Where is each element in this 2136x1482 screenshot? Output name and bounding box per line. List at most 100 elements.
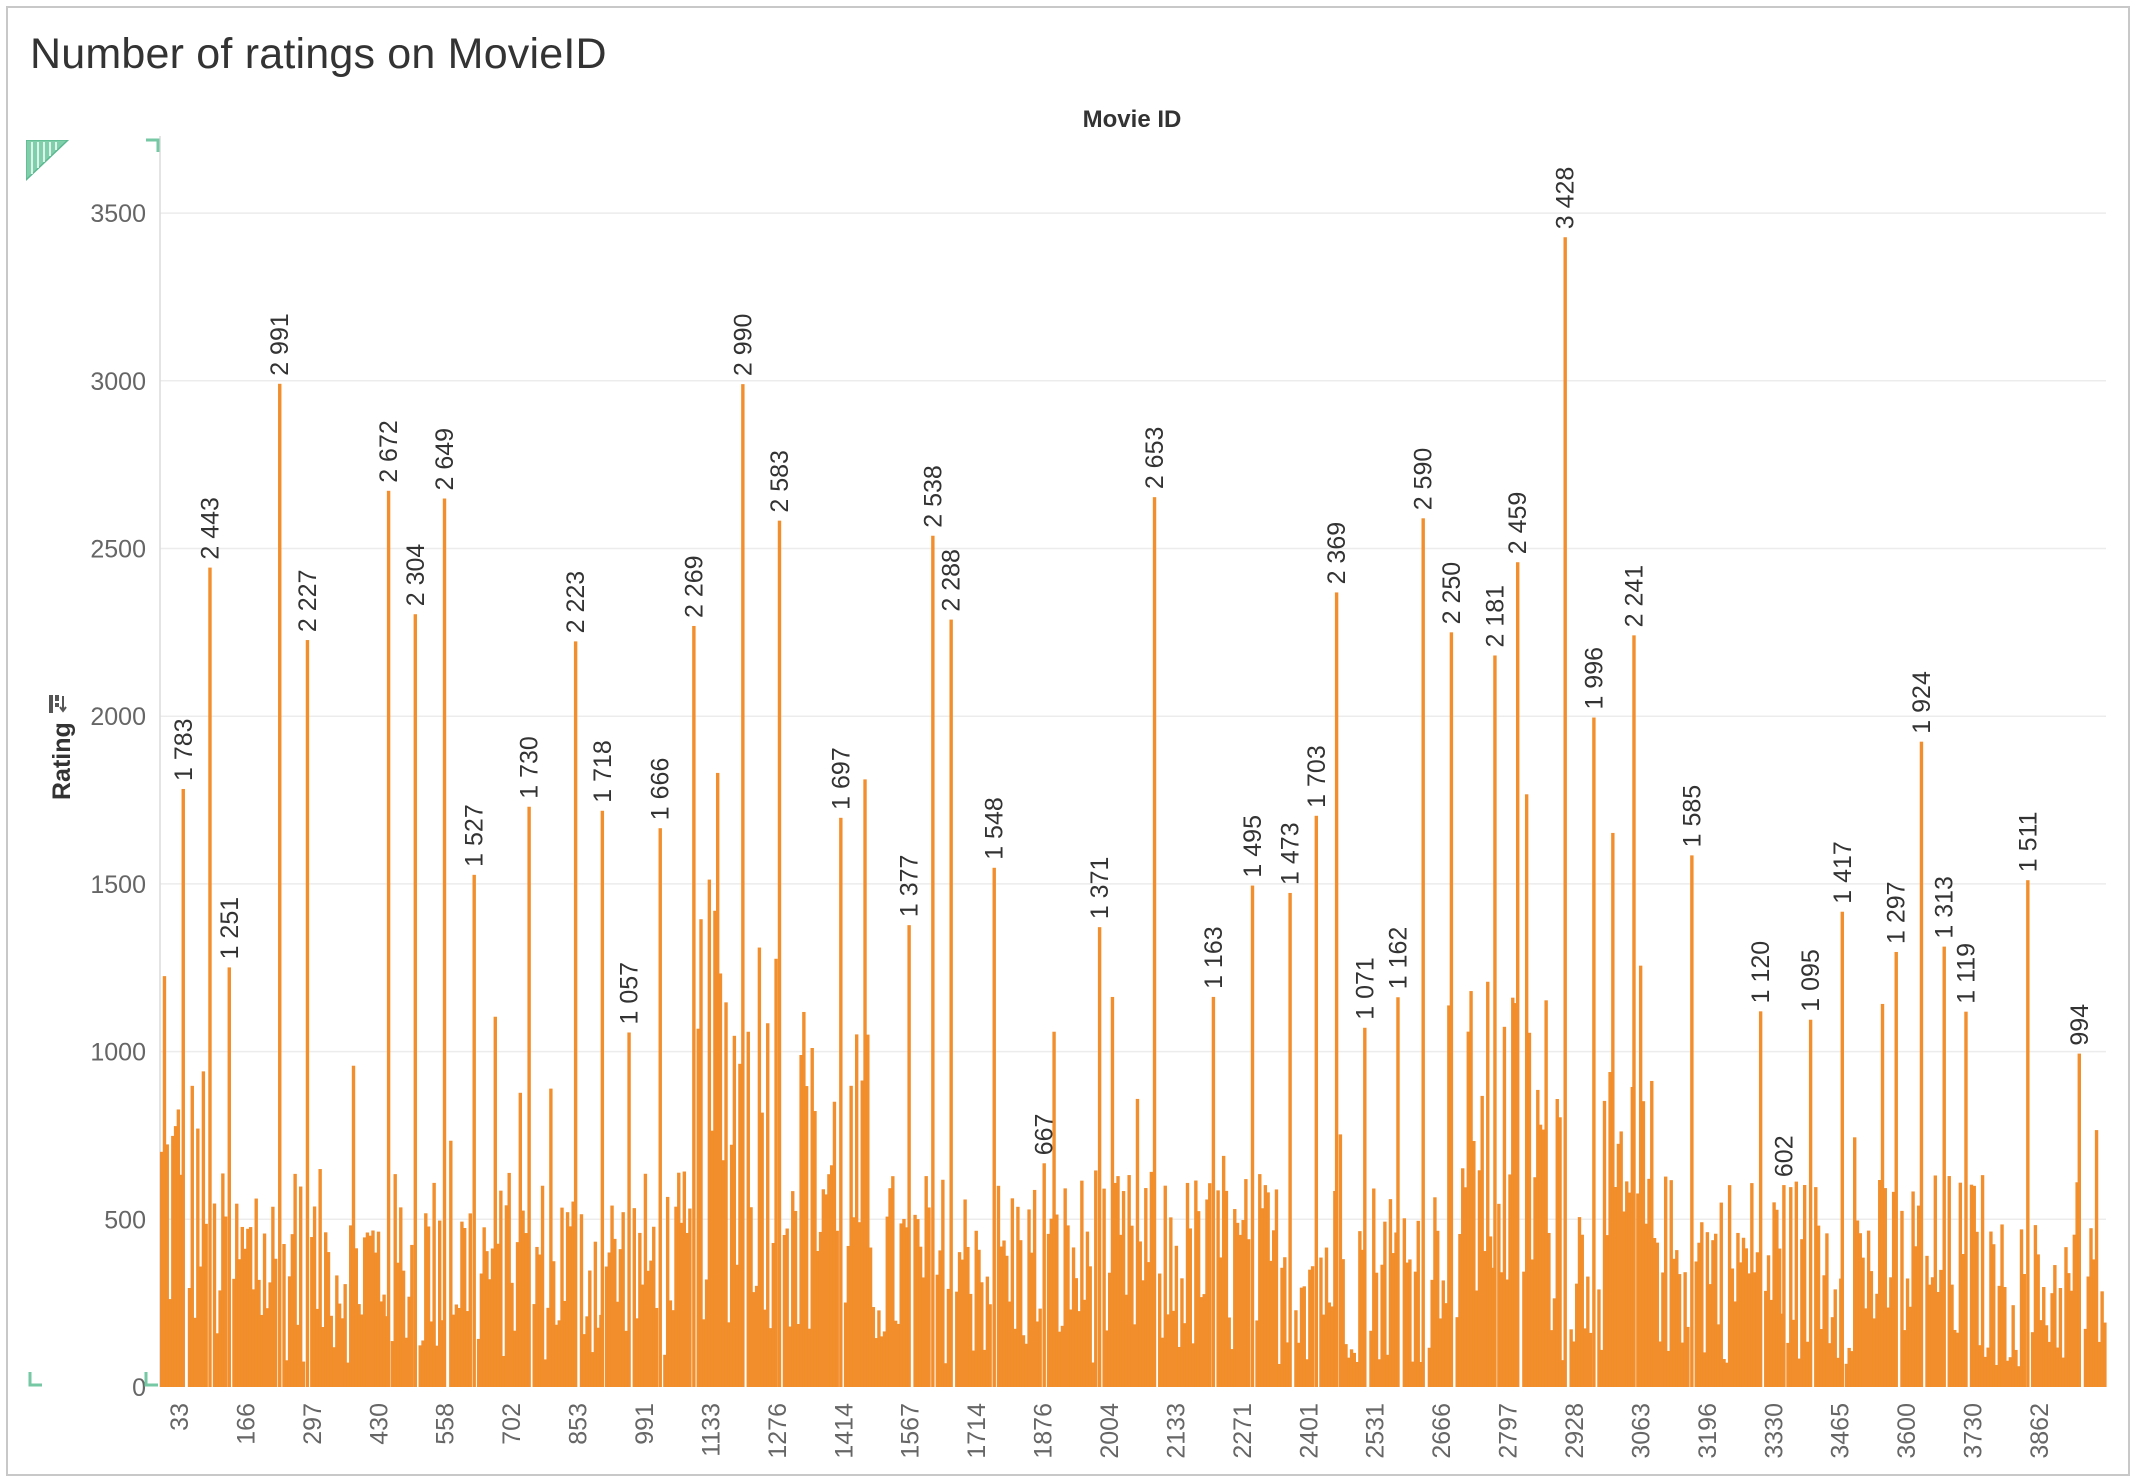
bar[interactable] [410,1244,414,1387]
bar[interactable] [707,879,712,1387]
bar[interactable] [1550,1330,1554,1387]
bar-2147[interactable] [1211,996,1216,1387]
bar[interactable] [212,1203,217,1387]
bar-480[interactable] [386,490,391,1387]
bar[interactable] [1638,965,1643,1387]
bar[interactable] [1074,1278,1078,1387]
bar[interactable] [496,1243,500,1387]
bar[interactable] [1733,1301,1737,1387]
bar[interactable] [1010,1198,1015,1387]
bar[interactable] [179,1174,183,1387]
bar[interactable] [1388,1199,1393,1387]
bar[interactable] [243,1248,247,1387]
bar[interactable] [271,1206,275,1387]
bar-1394[interactable] [839,817,843,1387]
bar[interactable] [646,1270,650,1387]
bar[interactable] [1950,1284,1954,1387]
bar[interactable] [1194,1180,1198,1387]
bar[interactable] [977,1249,981,1387]
bar[interactable] [1575,1283,1579,1387]
bar[interactable] [752,1292,756,1387]
bar[interactable] [1933,1175,1938,1387]
bar[interactable] [2047,1341,2051,1387]
bar[interactable] [1027,1209,1031,1387]
bar[interactable] [346,1362,350,1387]
bar[interactable] [1455,1317,1459,1387]
bar-2571[interactable] [1421,518,1425,1387]
bar[interactable] [1080,1180,1084,1387]
bar[interactable] [882,1331,887,1387]
bar[interactable] [1049,1218,1053,1387]
bar[interactable] [1144,1188,1148,1387]
bar[interactable] [2072,1234,2077,1387]
bar[interactable] [2069,1290,2074,1387]
bar[interactable] [1433,1197,1437,1387]
bar[interactable] [221,1173,225,1387]
bar[interactable] [632,1208,636,1387]
bar[interactable] [2075,1182,2079,1387]
bar[interactable] [1755,1252,1760,1387]
bar[interactable] [499,1190,503,1387]
bar[interactable] [855,1034,859,1387]
bar[interactable] [1983,1356,1988,1387]
bar[interactable] [1800,1239,1804,1387]
bar[interactable] [1641,1101,1646,1387]
bar[interactable] [1686,1326,1690,1387]
bar[interactable] [1622,1211,1626,1387]
bar-912[interactable] [600,810,605,1387]
bar[interactable] [1171,1310,1176,1387]
bar[interactable] [2039,1320,2043,1387]
bar[interactable] [424,1213,428,1387]
bar[interactable] [1360,1249,1365,1387]
bar[interactable] [596,1327,600,1387]
bar[interactable] [1333,1190,1337,1387]
bar[interactable] [918,1246,923,1387]
bar[interactable] [1416,1220,1420,1387]
bar[interactable] [532,1304,536,1387]
bar[interactable] [1625,1181,1629,1387]
bar[interactable] [290,1234,295,1387]
bar[interactable] [1969,1184,1974,1387]
bar[interactable] [635,1318,639,1387]
bar[interactable] [810,1047,814,1387]
bar[interactable] [1647,1178,1651,1387]
bar[interactable] [2014,1349,2018,1387]
bar[interactable] [1953,1329,1957,1387]
bar[interactable] [1889,1277,1893,1387]
bar[interactable] [482,1227,486,1387]
bar[interactable] [1436,1230,1440,1387]
bar[interactable] [2094,1130,2099,1387]
bar[interactable] [1019,1240,1023,1387]
bar[interactable] [1705,1232,1710,1387]
bar[interactable] [282,1244,286,1387]
bar[interactable] [618,1249,623,1387]
bar[interactable] [955,1291,959,1387]
bar[interactable] [193,1317,197,1387]
bar-1617[interactable] [949,619,953,1387]
bar[interactable] [2011,1305,2015,1387]
bar[interactable] [1349,1349,1354,1387]
bar[interactable] [802,1011,806,1387]
bar[interactable] [893,1320,898,1387]
bar[interactable] [1547,1232,1551,1387]
bar[interactable] [382,1294,386,1387]
bar[interactable] [1600,1349,1604,1387]
bar[interactable] [1752,1272,1757,1387]
bar[interactable] [1260,1208,1265,1387]
bar[interactable] [1536,1089,1540,1387]
bar[interactable] [563,1300,567,1387]
bar[interactable] [1725,1362,1729,1387]
bar-1580[interactable] [931,535,935,1387]
bar[interactable] [1077,1311,1081,1387]
bar[interactable] [1669,1180,1673,1387]
bar[interactable] [2067,1273,2071,1387]
bar[interactable] [1419,1361,1423,1387]
bar-1097[interactable] [692,625,696,1387]
bar[interactable] [1163,1185,1167,1387]
bar[interactable] [988,1304,992,1387]
bar[interactable] [1327,1302,1331,1387]
bar[interactable] [246,1228,250,1387]
bar[interactable] [404,1337,409,1387]
bar[interactable] [1405,1262,1409,1387]
bar[interactable] [1244,1179,1248,1387]
